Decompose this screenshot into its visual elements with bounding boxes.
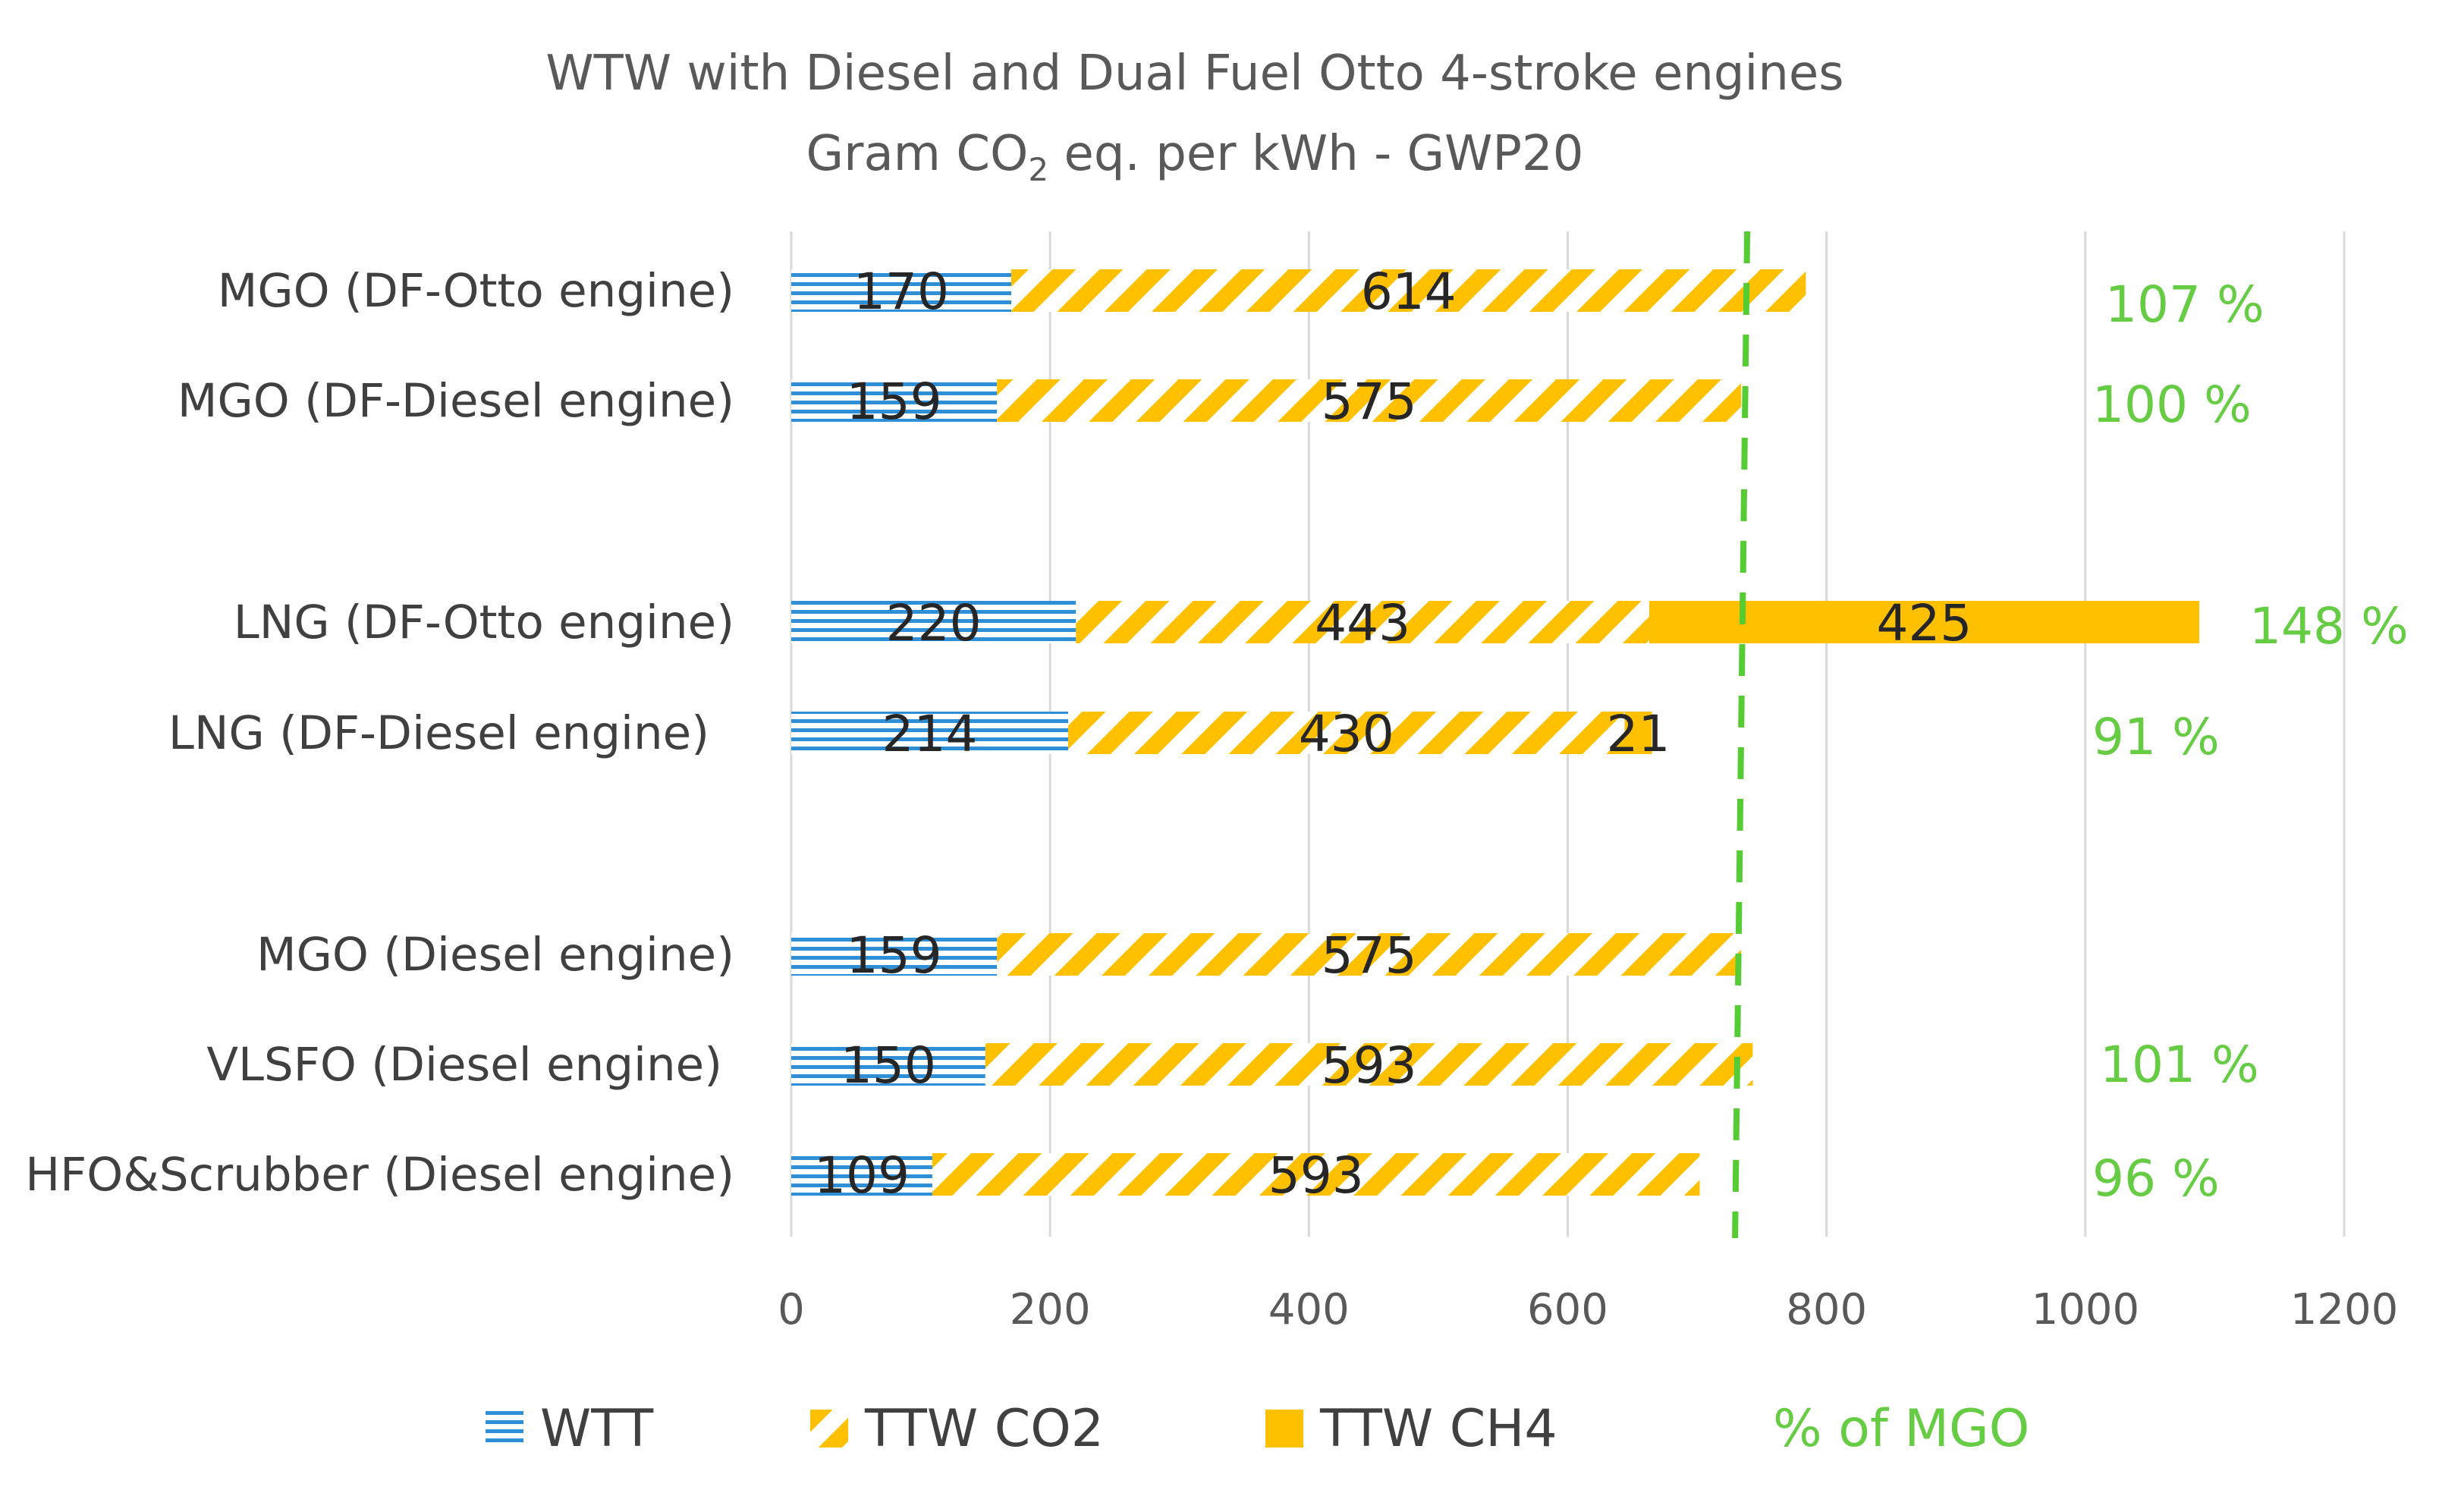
data-label-ttw-co2: 575: [1322, 926, 1417, 985]
x-tick-label: 1000: [2032, 1285, 2140, 1334]
bar-ttw-co2: [1076, 601, 1649, 643]
legend-label-percent-of-mgo: % of MGO: [1773, 1399, 2029, 1459]
reference-line-layer: [1732, 231, 1751, 1239]
x-tick-label: 800: [1786, 1285, 1867, 1334]
data-label-wtt: 170: [853, 262, 949, 321]
data-label-wtt: 214: [882, 705, 978, 763]
legend-label-wtt: WTT: [540, 1399, 654, 1459]
bar-ttw-co2: [1010, 269, 1806, 312]
chart-subtitle: Gram CO2 eq. per kWh - GWP20: [806, 126, 1584, 188]
percent-labels: 107 % 100 % 148 % 91 % 101 % 96 %: [2092, 275, 2409, 1208]
x-tick-label: 400: [1268, 1285, 1350, 1334]
bar-ttw-co2: [985, 1043, 1753, 1086]
category-labels: MGO (DF-Otto engine) MGO (DF-Diesel engin…: [25, 264, 734, 1202]
x-tick-label: 0: [778, 1285, 805, 1334]
data-label-ttw-ch4: 21: [1606, 705, 1670, 763]
legend-label-ttw-ch4: TTW CH4: [1319, 1399, 1557, 1459]
bars: [791, 269, 2199, 1196]
bar-ttw-co2: [997, 933, 1742, 976]
percent-of-mgo-label: 101 %: [2100, 1036, 2259, 1094]
data-label-wtt: 159: [847, 926, 942, 985]
percent-of-mgo-label: 107 %: [2105, 275, 2265, 334]
bar-wtt: [791, 933, 998, 976]
legend-item-percent-of-mgo: % of MGO: [1773, 1399, 2029, 1459]
data-label-ttw-co2: 430: [1299, 705, 1394, 763]
bar-wtt: [791, 1043, 985, 1086]
legend: WTT TTW CO2 TTW CH4 % of MGO: [486, 1399, 2029, 1459]
percent-of-mgo-label: 100 %: [2092, 376, 2252, 434]
legend-swatch-ttw-ch4: [1265, 1410, 1303, 1448]
category-label: MGO (DF-Otto engine): [218, 264, 734, 318]
x-tick-label: 200: [1010, 1285, 1091, 1334]
category-label: VLSFO (Diesel engine): [206, 1038, 722, 1092]
x-tick-label: 1200: [2290, 1285, 2399, 1334]
bar-wtt: [791, 379, 998, 422]
legend-item-ttw-co2: TTW CO2: [810, 1399, 1104, 1459]
x-axis-ticks: 0 200 400 600 800 1000 1200: [778, 1285, 2398, 1334]
bar-ttw-co2: [997, 379, 1742, 422]
bar-wtt: [791, 269, 1011, 312]
data-label-wtt: 150: [841, 1036, 936, 1095]
x-tick-label: 600: [1527, 1285, 1608, 1334]
legend-item-ttw-ch4: TTW CH4: [1265, 1399, 1557, 1459]
segment-labels: 170 614 159 575 220 443 425 214 430 21 159 575 150 59…: [814, 262, 1972, 1205]
bar-ttw-co2: [1068, 712, 1625, 754]
data-label-wtt: 220: [886, 594, 982, 652]
data-label-ttw-co2: 443: [1315, 594, 1410, 652]
percent-of-mgo-label: 96 %: [2092, 1149, 2220, 1208]
data-label-ttw-co2: 593: [1322, 1036, 1417, 1095]
chart-title: WTW with Diesel and Dual Fuel Otto 4-str…: [545, 46, 1843, 188]
category-label: HFO&Scrubber (Diesel engine): [25, 1148, 734, 1202]
category-label: MGO (DF-Diesel engine): [178, 374, 734, 428]
legend-label-ttw-co2: TTW CO2: [864, 1399, 1104, 1459]
mgo-reference-line: [1732, 231, 1751, 1239]
data-label-ttw-ch4: 425: [1876, 594, 1972, 652]
legend-swatch-wtt: [486, 1410, 523, 1448]
category-label: LNG (DF-Otto engine): [234, 596, 734, 649]
chart-title-line1: WTW with Diesel and Dual Fuel Otto 4-str…: [545, 46, 1843, 102]
bar-wtt: [791, 1153, 932, 1196]
data-label-ttw-co2: 614: [1361, 262, 1457, 321]
data-label-wtt: 159: [847, 372, 942, 431]
data-label-wtt: 109: [814, 1146, 910, 1205]
bar-wtt: [791, 712, 1069, 754]
bar-ttw-co2: [932, 1153, 1700, 1196]
bar-wtt: [791, 601, 1076, 643]
bar-ttw-ch4: [1624, 712, 1652, 754]
category-label: MGO (Diesel engine): [256, 928, 734, 982]
data-label-ttw-co2: 593: [1268, 1146, 1364, 1205]
percent-of-mgo-label: 91 %: [2092, 708, 2220, 766]
legend-swatch-ttw-co2: [810, 1410, 848, 1448]
data-label-ttw-co2: 575: [1322, 372, 1417, 431]
percent-of-mgo-label: 148 %: [2249, 597, 2409, 655]
category-label: LNG (DF-Diesel engine): [168, 706, 709, 760]
legend-item-wtt: WTT: [486, 1399, 654, 1459]
